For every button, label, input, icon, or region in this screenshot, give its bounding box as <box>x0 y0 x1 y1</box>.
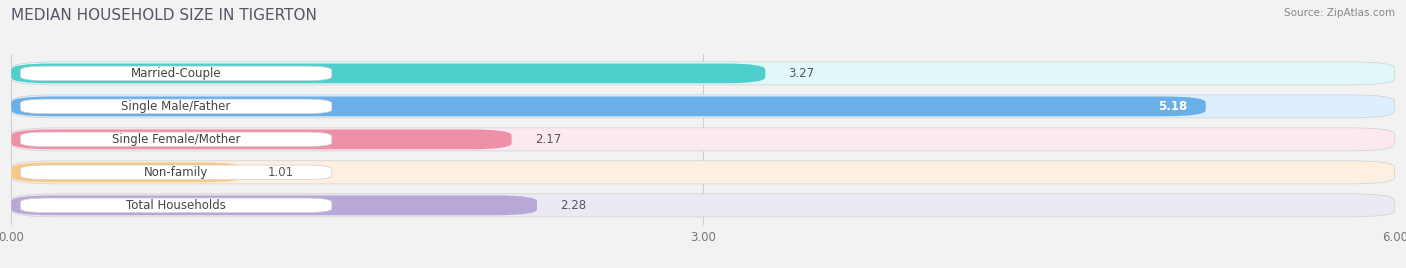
FancyBboxPatch shape <box>11 162 245 182</box>
FancyBboxPatch shape <box>21 66 332 81</box>
FancyBboxPatch shape <box>11 194 1395 217</box>
FancyBboxPatch shape <box>11 129 512 149</box>
FancyBboxPatch shape <box>21 99 332 114</box>
FancyBboxPatch shape <box>21 132 332 147</box>
Text: Single Male/Father: Single Male/Father <box>121 100 231 113</box>
FancyBboxPatch shape <box>11 96 1206 116</box>
Text: Married-Couple: Married-Couple <box>131 67 221 80</box>
Text: 2.17: 2.17 <box>534 133 561 146</box>
Text: 2.28: 2.28 <box>560 199 586 212</box>
FancyBboxPatch shape <box>11 95 1395 118</box>
FancyBboxPatch shape <box>11 161 1395 184</box>
Text: Non-family: Non-family <box>143 166 208 179</box>
Text: 3.27: 3.27 <box>789 67 814 80</box>
Text: Total Households: Total Households <box>127 199 226 212</box>
FancyBboxPatch shape <box>11 62 1395 85</box>
FancyBboxPatch shape <box>11 195 537 215</box>
FancyBboxPatch shape <box>21 198 332 213</box>
FancyBboxPatch shape <box>21 165 332 180</box>
Text: 1.01: 1.01 <box>267 166 294 179</box>
Text: Single Female/Mother: Single Female/Mother <box>112 133 240 146</box>
FancyBboxPatch shape <box>11 64 765 83</box>
FancyBboxPatch shape <box>11 128 1395 151</box>
Text: 5.18: 5.18 <box>1159 100 1187 113</box>
Text: Source: ZipAtlas.com: Source: ZipAtlas.com <box>1284 8 1395 18</box>
Text: MEDIAN HOUSEHOLD SIZE IN TIGERTON: MEDIAN HOUSEHOLD SIZE IN TIGERTON <box>11 8 318 23</box>
